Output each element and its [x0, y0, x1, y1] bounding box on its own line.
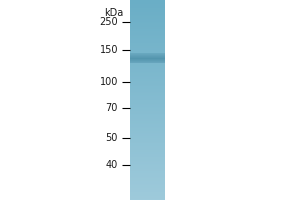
- Text: 70: 70: [106, 103, 118, 113]
- Text: 50: 50: [106, 133, 118, 143]
- Text: 40: 40: [106, 160, 118, 170]
- Text: 100: 100: [100, 77, 118, 87]
- Text: 150: 150: [100, 45, 118, 55]
- Text: kDa: kDa: [104, 8, 123, 18]
- Text: 250: 250: [99, 17, 118, 27]
